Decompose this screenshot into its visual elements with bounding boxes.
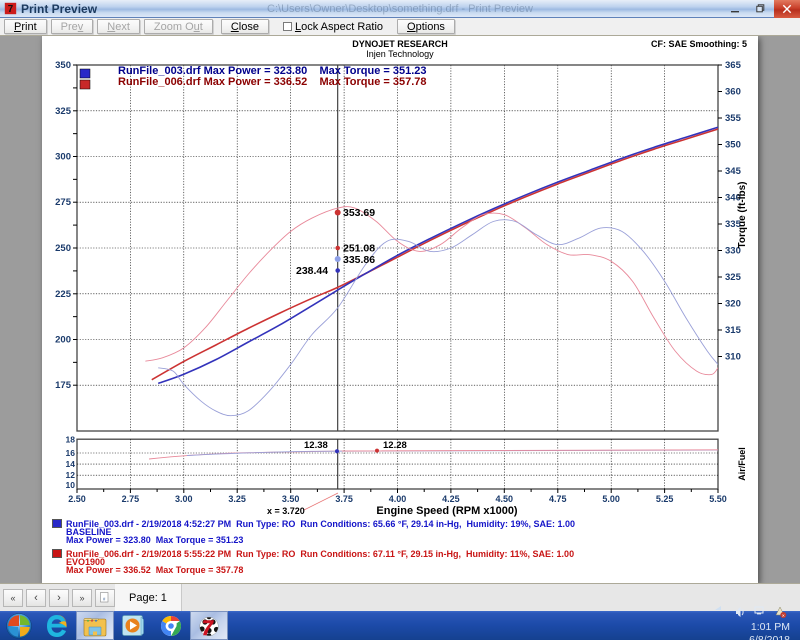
svg-text:325: 325 bbox=[55, 106, 72, 117]
svg-text:350: 350 bbox=[725, 140, 741, 151]
svg-text:350: 350 bbox=[55, 60, 71, 71]
svg-text:x = 3.720: x = 3.720 bbox=[267, 506, 305, 516]
svg-text:16: 16 bbox=[66, 448, 76, 458]
svg-text:365: 365 bbox=[725, 60, 742, 71]
svg-text:238.44: 238.44 bbox=[296, 265, 328, 277]
svg-text:3.50: 3.50 bbox=[282, 494, 300, 504]
svg-text:345: 345 bbox=[725, 166, 742, 177]
svg-text:5.50: 5.50 bbox=[709, 494, 727, 504]
svg-text:✕: ✕ bbox=[782, 613, 785, 618]
svg-text:335.86: 335.86 bbox=[343, 254, 375, 266]
svg-text:353.69: 353.69 bbox=[343, 207, 375, 219]
svg-text:355: 355 bbox=[725, 113, 742, 124]
svg-text:360: 360 bbox=[725, 87, 741, 98]
svg-text:18: 18 bbox=[66, 435, 76, 445]
svg-text:Engine Speed (RPM x1000): Engine Speed (RPM x1000) bbox=[376, 505, 518, 517]
svg-text:3.25: 3.25 bbox=[228, 494, 246, 504]
svg-text:12.28: 12.28 bbox=[383, 440, 407, 451]
svg-text:175: 175 bbox=[55, 380, 72, 391]
svg-text:320: 320 bbox=[725, 299, 741, 310]
svg-text:4.25: 4.25 bbox=[442, 494, 460, 504]
svg-text:3.75: 3.75 bbox=[335, 494, 353, 504]
svg-text:4.50: 4.50 bbox=[496, 494, 514, 504]
svg-text:5.00: 5.00 bbox=[602, 494, 620, 504]
svg-text:300: 300 bbox=[55, 152, 71, 163]
svg-text:275: 275 bbox=[55, 197, 72, 208]
svg-text:315: 315 bbox=[725, 325, 742, 336]
svg-text:12: 12 bbox=[66, 470, 76, 480]
svg-text:12.38: 12.38 bbox=[304, 440, 328, 451]
svg-text:DYNOJET RESEARCH: DYNOJET RESEARCH bbox=[352, 39, 448, 49]
svg-text:CF: SAE Smoothing: 5: CF: SAE Smoothing: 5 bbox=[651, 39, 747, 49]
svg-text:5.25: 5.25 bbox=[656, 494, 674, 504]
svg-text:325: 325 bbox=[725, 272, 742, 283]
svg-text:3.00: 3.00 bbox=[175, 494, 193, 504]
svg-text:4.00: 4.00 bbox=[389, 494, 407, 504]
svg-text:14: 14 bbox=[66, 459, 76, 469]
svg-text:2.75: 2.75 bbox=[122, 494, 140, 504]
svg-text:2.50: 2.50 bbox=[68, 494, 86, 504]
svg-text:10: 10 bbox=[66, 480, 76, 490]
svg-text:Air/Fuel: Air/Fuel bbox=[737, 447, 747, 481]
svg-text:225: 225 bbox=[55, 289, 72, 300]
svg-text:200: 200 bbox=[55, 335, 71, 346]
svg-text:310: 310 bbox=[725, 352, 741, 363]
svg-text:4.75: 4.75 bbox=[549, 494, 567, 504]
svg-text:250: 250 bbox=[55, 243, 71, 254]
svg-text:Torque (ft-lbs): Torque (ft-lbs) bbox=[737, 181, 748, 248]
svg-text:Injen Technology: Injen Technology bbox=[366, 49, 434, 59]
svg-text:251.08: 251.08 bbox=[343, 243, 375, 255]
svg-text:7: 7 bbox=[8, 4, 13, 15]
